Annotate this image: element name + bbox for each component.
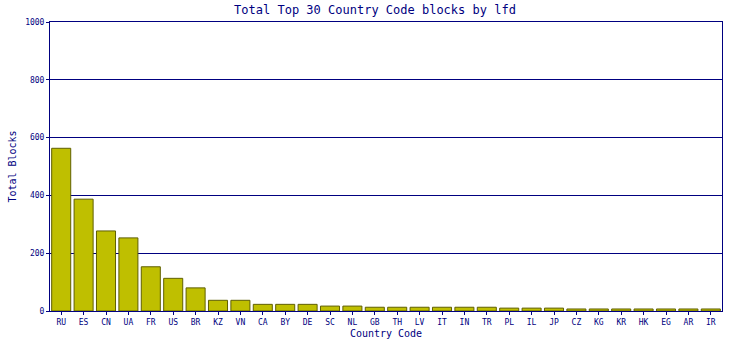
svg-text:AR: AR: [684, 318, 694, 327]
svg-text:TH: TH: [392, 318, 402, 327]
svg-text:IN: IN: [460, 318, 470, 327]
svg-text:IT: IT: [437, 318, 447, 327]
svg-text:SC: SC: [325, 318, 335, 327]
svg-text:VN: VN: [236, 318, 246, 327]
svg-text:400: 400: [30, 191, 45, 200]
svg-text:FR: FR: [146, 318, 156, 327]
svg-text:0: 0: [40, 307, 45, 316]
svg-text:PL: PL: [504, 318, 514, 327]
svg-text:JP: JP: [549, 318, 559, 327]
svg-text:CN: CN: [101, 318, 111, 327]
svg-text:CZ: CZ: [572, 318, 582, 327]
svg-text:1000: 1000: [25, 18, 44, 27]
svg-text:BY: BY: [280, 318, 290, 327]
svg-text:ES: ES: [79, 318, 89, 327]
svg-text:Total Top 30 Country Code bloc: Total Top 30 Country Code blocks by lfd: [234, 3, 516, 17]
svg-text:200: 200: [30, 249, 45, 258]
svg-text:KG: KG: [594, 318, 604, 327]
svg-text:600: 600: [30, 133, 45, 142]
svg-text:KR: KR: [616, 318, 626, 327]
svg-text:US: US: [168, 318, 178, 327]
svg-text:EG: EG: [661, 318, 671, 327]
svg-text:KZ: KZ: [213, 318, 223, 327]
svg-text:Total Blocks: Total Blocks: [7, 130, 18, 202]
svg-text:IL: IL: [527, 318, 537, 327]
svg-text:Country Code: Country Code: [350, 328, 422, 339]
svg-text:UA: UA: [124, 318, 134, 327]
svg-text:CA: CA: [258, 318, 268, 327]
svg-text:GB: GB: [370, 318, 380, 327]
svg-text:TR: TR: [482, 318, 492, 327]
svg-text:800: 800: [30, 76, 45, 85]
svg-text:DE: DE: [303, 318, 313, 327]
svg-text:RU: RU: [56, 318, 66, 327]
svg-text:LV: LV: [415, 318, 425, 327]
svg-text:HK: HK: [639, 318, 649, 327]
svg-text:IR: IR: [706, 318, 716, 327]
svg-text:BR: BR: [191, 318, 201, 327]
svg-text:NL: NL: [348, 318, 358, 327]
